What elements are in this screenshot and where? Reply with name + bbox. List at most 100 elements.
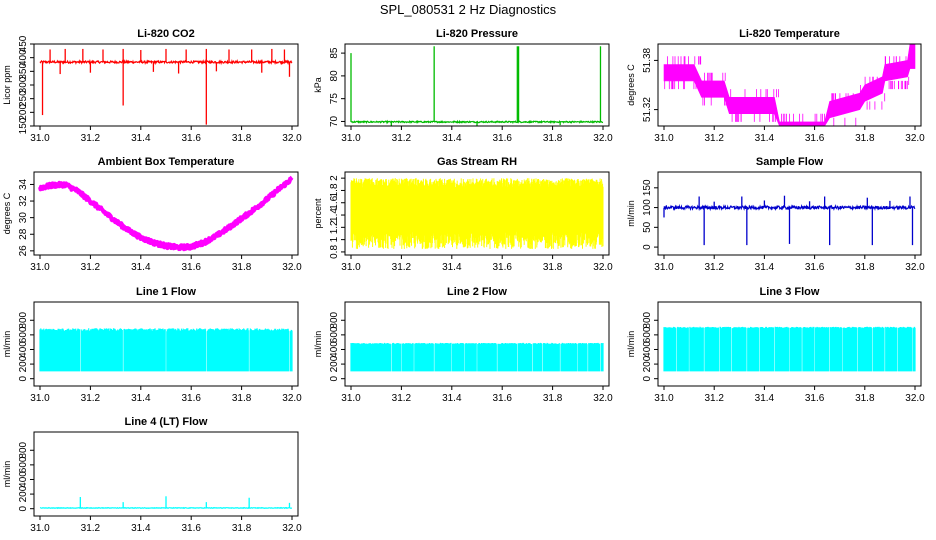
y-tick-label: 400: [18, 49, 29, 66]
y-tick-label: 800: [642, 311, 653, 328]
y-tick-label: 2: [329, 175, 340, 181]
x-tick-label: 32.0: [905, 393, 925, 404]
plot-area: [663, 44, 916, 126]
x-tick-label: 31.2: [81, 262, 101, 273]
x-tick-label: 31.0: [341, 133, 361, 144]
panel-1: Li-820 Pressure kPa 31.0 31.2 31.4 31.6 31.8 32…: [313, 28, 613, 144]
panel-title: Line 2 Flow: [447, 286, 507, 298]
x-tick-label: 32.0: [593, 262, 613, 273]
y-tick-label: 400: [18, 341, 29, 358]
y-tick-label: 200: [18, 485, 29, 502]
x-tick-label: 31.2: [81, 133, 101, 144]
x-tick-label: 31.6: [805, 262, 825, 273]
x-tick-label: 31.0: [30, 133, 50, 144]
x-tick-label: 31.0: [30, 523, 50, 534]
plot-area: [663, 326, 916, 372]
x-tick-label: 31.4: [755, 393, 775, 404]
y-tick-label: 51.38: [642, 47, 653, 72]
x-tick-label: 31.8: [543, 133, 563, 144]
series-jitter: [664, 44, 912, 126]
x-tick-label: 31.6: [492, 262, 512, 273]
y-tick-label: 50: [642, 221, 653, 233]
x-tick-label: 31.2: [704, 393, 724, 404]
y-tick-label: 350: [18, 63, 29, 80]
y-tick-label: 0: [329, 375, 340, 381]
x-tick-label: 31.4: [442, 393, 462, 404]
x-tick-label: 32.0: [905, 133, 925, 144]
panel-8: Line 3 Flow ml/min 31.0 31.2 31.4 31.6 31.8 32.…: [626, 286, 925, 404]
y-tick-label: 200: [18, 355, 29, 372]
x-tick-label: 31.2: [704, 133, 724, 144]
plot-frame: [33, 301, 299, 387]
x-tick-label: 31.6: [181, 523, 201, 534]
x-tick-label: 31.6: [181, 393, 201, 404]
y-tick-label: 1.6: [329, 195, 340, 209]
y-tick-label: 600: [329, 326, 340, 343]
x-tick-label: 32.0: [282, 133, 302, 144]
y-tick-label: 0.8: [329, 245, 340, 259]
plot-frame: [33, 171, 299, 256]
plot-area: [39, 496, 293, 510]
y-tick-label: 800: [18, 441, 29, 458]
y-tick-label: 200: [329, 355, 340, 372]
x-tick-label: 32.0: [593, 393, 613, 404]
y-tick-label: 85: [329, 47, 340, 59]
x-tick-label: 31.8: [855, 393, 875, 404]
x-tick-label: 31.6: [805, 393, 825, 404]
series-band: [350, 178, 604, 249]
x-tick-label: 31.6: [492, 393, 512, 404]
plot-frame: [344, 301, 610, 387]
y-tick-label: 28: [18, 228, 29, 240]
series-band: [350, 342, 604, 372]
panel-title: Li-820 Temperature: [739, 28, 840, 40]
plot-area: [350, 46, 604, 126]
x-tick-label: 31.2: [392, 133, 412, 144]
x-tick-label: 32.0: [282, 262, 302, 273]
x-tick-label: 31.0: [654, 262, 674, 273]
x-tick-label: 31.4: [131, 523, 151, 534]
plot-area: [39, 328, 293, 372]
panel-title: Ambient Box Temperature: [98, 156, 235, 168]
plot-area: [350, 178, 604, 249]
y-axis-label: percent: [313, 198, 323, 229]
x-tick-label: 31.6: [805, 133, 825, 144]
x-tick-label: 31.8: [232, 133, 252, 144]
y-tick-label: 450: [18, 35, 29, 52]
figure-title: SPL_080531 2 Hz Diagnostics: [380, 2, 557, 17]
panel-title: Line 4 (LT) Flow: [125, 416, 208, 428]
x-tick-label: 31.8: [543, 262, 563, 273]
y-tick-label: 400: [18, 471, 29, 488]
y-tick-label: 200: [18, 104, 29, 121]
plot-area: [38, 175, 294, 252]
x-tick-label: 32.0: [282, 523, 302, 534]
x-tick-label: 31.4: [755, 133, 775, 144]
y-tick-label: 600: [642, 326, 653, 343]
y-tick-label: 250: [18, 90, 29, 107]
y-tick-label: 600: [18, 456, 29, 473]
x-tick-label: 31.0: [30, 393, 50, 404]
x-tick-label: 31.6: [181, 133, 201, 144]
x-tick-label: 31.8: [232, 523, 252, 534]
x-tick-label: 31.0: [341, 393, 361, 404]
y-tick-label: 70: [329, 115, 340, 127]
panel-6: Line 1 Flow ml/min 31.0 31.2 31.4 31.6 31.8 32.…: [2, 286, 302, 404]
plot-area: [663, 195, 916, 246]
x-tick-label: 31.0: [341, 262, 361, 273]
panel-title: Li-820 Pressure: [436, 28, 518, 40]
y-tick-label: 150: [642, 179, 653, 196]
x-tick-label: 31.2: [392, 262, 412, 273]
x-tick-label: 31.8: [543, 393, 563, 404]
series-band: [663, 326, 916, 372]
x-tick-label: 31.0: [654, 133, 674, 144]
x-tick-label: 31.8: [855, 262, 875, 273]
plot-frame: [344, 43, 610, 127]
series-line: [38, 175, 294, 252]
series-line: [39, 506, 293, 510]
y-tick-label: 0: [642, 375, 653, 381]
x-tick-label: 32.0: [593, 133, 613, 144]
y-tick-label: 80: [329, 70, 340, 82]
x-tick-label: 32.0: [282, 393, 302, 404]
x-tick-label: 31.8: [855, 133, 875, 144]
